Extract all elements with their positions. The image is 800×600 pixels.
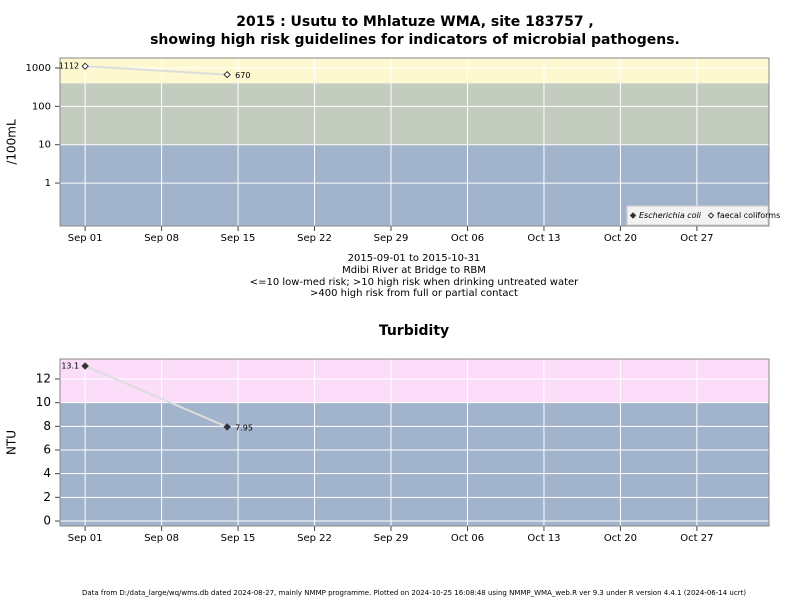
note: <=10 low-med risk; >10 high risk when dr… xyxy=(250,277,579,288)
y-tick-label: 1000 xyxy=(26,63,51,74)
x-tick-label: Sep 08 xyxy=(144,533,179,544)
legend-marker xyxy=(629,212,637,219)
data-point xyxy=(81,62,89,70)
x-tick-label: Oct 20 xyxy=(604,533,637,544)
legend-label: Escherichia coli xyxy=(639,211,702,220)
plot-frame xyxy=(59,358,770,527)
x-tick-label: Sep 22 xyxy=(297,533,332,544)
data-point xyxy=(81,362,89,370)
x-tick-label: Sep 29 xyxy=(374,233,409,244)
y-tick-label: 6 xyxy=(43,443,51,457)
legend-marker xyxy=(707,212,715,219)
series-line xyxy=(85,65,228,76)
x-tick-label: Sep 29 xyxy=(374,533,409,544)
data-point xyxy=(223,70,231,79)
legend-label: faecal coliforms xyxy=(717,211,780,220)
risk-band xyxy=(60,58,769,84)
chart-title: Turbidity xyxy=(379,323,449,339)
y-tick-label: 12 xyxy=(36,372,51,386)
x-tick-label: Oct 06 xyxy=(451,533,484,544)
data-label: 1112 xyxy=(59,62,79,71)
x-tick-label: Oct 13 xyxy=(527,533,560,544)
risk-band xyxy=(60,402,769,526)
note: 2015-09-01 to 2015-10-31 xyxy=(348,253,481,264)
note: Mdibi River at Bridge to RBM xyxy=(342,265,486,276)
y-axis-label: NTU xyxy=(5,430,19,455)
note: >400 high risk from full or partial cont… xyxy=(310,288,518,299)
legend-box xyxy=(626,205,769,226)
y-tick-label: 4 xyxy=(43,466,51,480)
y-tick-label: 8 xyxy=(43,419,51,433)
data-label: 7.95 xyxy=(235,423,253,432)
x-tick-label: Oct 13 xyxy=(527,233,560,244)
chart-title: 2015 : Usutu to Mhlatuze WMA, site 18375… xyxy=(236,14,594,30)
risk-band xyxy=(60,359,769,403)
risk-band xyxy=(60,83,769,145)
y-axis-label: /100mL xyxy=(5,119,19,165)
x-tick-label: Sep 08 xyxy=(144,233,179,244)
x-tick-label: Oct 27 xyxy=(680,233,713,244)
x-tick-label: Sep 01 xyxy=(68,533,103,544)
x-tick-label: Oct 06 xyxy=(451,233,484,244)
data-label: 670 xyxy=(235,71,250,80)
x-tick-label: Sep 15 xyxy=(221,233,256,244)
y-tick-label: 1 xyxy=(45,178,51,189)
series-line xyxy=(84,365,228,428)
y-tick-label: 100 xyxy=(32,101,51,112)
x-tick-label: Oct 20 xyxy=(604,233,637,244)
x-tick-label: Sep 22 xyxy=(297,233,332,244)
plot-frame xyxy=(59,57,770,227)
y-tick-label: 10 xyxy=(36,395,51,409)
x-tick-label: Sep 15 xyxy=(221,533,256,544)
data-label: 13.1 xyxy=(61,361,79,370)
data-point xyxy=(223,423,231,431)
y-tick-label: 2 xyxy=(43,490,51,504)
footer: Data from D:/data_large/wq/wms.db dated … xyxy=(82,589,746,597)
y-tick-label: 0 xyxy=(43,514,51,528)
chart-subtitle: showing high risk guidelines for indicat… xyxy=(150,32,680,48)
y-tick-label: 10 xyxy=(38,140,51,151)
x-tick-label: Oct 27 xyxy=(680,533,713,544)
x-tick-label: Sep 01 xyxy=(68,233,103,244)
